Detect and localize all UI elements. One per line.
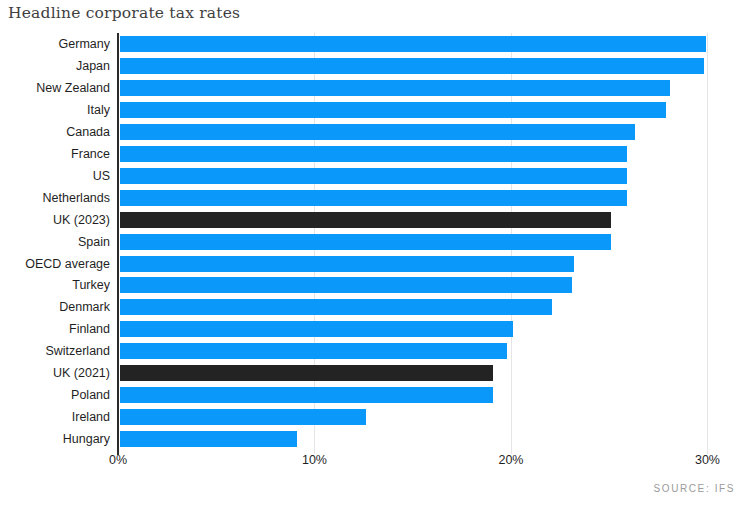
bar-track <box>118 253 735 275</box>
bar <box>120 80 670 96</box>
bar-track <box>118 362 735 384</box>
chart-row: UK (2023) <box>0 209 743 231</box>
chart-row: Spain <box>0 231 743 253</box>
bar <box>120 124 635 140</box>
bar-track <box>118 143 735 165</box>
bar <box>120 299 552 315</box>
bar <box>120 365 493 381</box>
bar <box>120 387 493 403</box>
chart-row: Ireland <box>0 406 743 428</box>
category-label: New Zealand <box>0 81 118 95</box>
bar-track <box>118 406 735 428</box>
x-tick-label: 30% <box>695 453 720 467</box>
x-tick-label: 0% <box>109 453 127 467</box>
chart-row: Switzerland <box>0 340 743 362</box>
y-axis-line <box>117 33 119 455</box>
bar <box>120 234 611 250</box>
chart-row: US <box>0 165 743 187</box>
bar-track <box>118 165 735 187</box>
bar-track <box>118 33 735 55</box>
chart-row: Finland <box>0 318 743 340</box>
chart-card: Headline corporate tax rates Germany Japa… <box>0 0 743 511</box>
bar <box>120 168 627 184</box>
bar <box>120 431 297 447</box>
category-label: OECD average <box>0 257 118 271</box>
chart-row: Netherlands <box>0 187 743 209</box>
bar-track <box>118 340 735 362</box>
bar-track <box>118 187 735 209</box>
bar-track <box>118 231 735 253</box>
source-credit: SOURCE: IFS <box>654 483 736 494</box>
chart-row: UK (2021) <box>0 362 743 384</box>
category-label: France <box>0 147 118 161</box>
bar-track <box>118 121 735 143</box>
bar <box>120 190 627 206</box>
chart-row: Japan <box>0 55 743 77</box>
category-label: Hungary <box>0 432 118 446</box>
bar-track <box>118 99 735 121</box>
bar-track <box>118 209 735 231</box>
category-label: Netherlands <box>0 191 118 205</box>
plot-area: Germany Japan New Zealand Italy Canada France… <box>0 33 743 450</box>
chart-row: Poland <box>0 384 743 406</box>
category-label: US <box>0 169 118 183</box>
category-label: Switzerland <box>0 344 118 358</box>
chart-row: Denmark <box>0 296 743 318</box>
bar-track <box>118 55 735 77</box>
chart-row: New Zealand <box>0 77 743 99</box>
category-label: Ireland <box>0 410 118 424</box>
category-label: UK (2021) <box>0 366 118 380</box>
bar <box>120 321 513 337</box>
bar <box>120 58 704 74</box>
x-tick-label: 20% <box>498 453 523 467</box>
chart-row: Germany <box>0 33 743 55</box>
chart-row: Turkey <box>0 274 743 296</box>
bar <box>120 102 666 118</box>
x-axis: 0% 10% 20% 30% <box>0 453 743 469</box>
bar <box>120 343 507 359</box>
bar <box>120 256 574 272</box>
chart-row: Italy <box>0 99 743 121</box>
bar-track <box>118 296 735 318</box>
category-label: UK (2023) <box>0 213 118 227</box>
chart-row: OECD average <box>0 253 743 275</box>
category-label: Canada <box>0 125 118 139</box>
x-tick-label: 10% <box>302 453 327 467</box>
category-label: Germany <box>0 37 118 51</box>
chart-row: Hungary <box>0 428 743 450</box>
chart-row: Canada <box>0 121 743 143</box>
bar-track <box>118 428 735 450</box>
category-label: Japan <box>0 59 118 73</box>
category-label: Italy <box>0 103 118 117</box>
bar-track <box>118 318 735 340</box>
category-label: Turkey <box>0 278 118 292</box>
bar <box>120 146 627 162</box>
bar-rows: Germany Japan New Zealand Italy Canada France… <box>0 33 743 450</box>
bar-track <box>118 77 735 99</box>
category-label: Denmark <box>0 300 118 314</box>
chart-row: France <box>0 143 743 165</box>
bar <box>120 212 611 228</box>
bar-track <box>118 384 735 406</box>
category-label: Spain <box>0 235 118 249</box>
chart-title: Headline corporate tax rates <box>8 4 240 22</box>
bar-track <box>118 274 735 296</box>
bar <box>120 409 366 425</box>
category-label: Poland <box>0 388 118 402</box>
bar <box>120 36 706 52</box>
bar <box>120 277 572 293</box>
category-label: Finland <box>0 322 118 336</box>
